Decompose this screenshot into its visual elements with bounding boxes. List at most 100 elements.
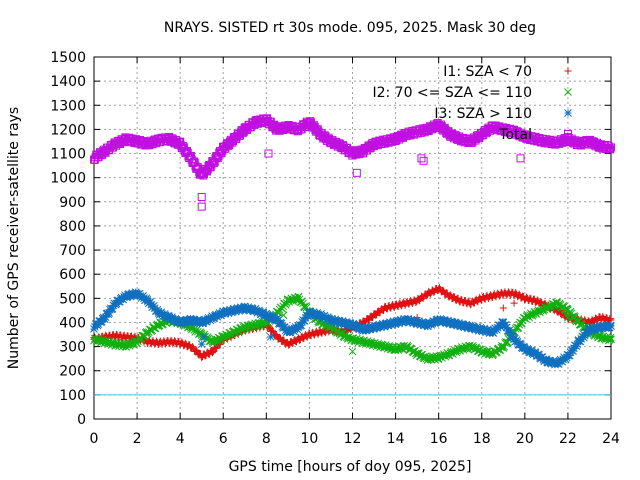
- data-point: [505, 326, 514, 335]
- series-3: [90, 114, 615, 211]
- x-tick-label: 10: [301, 431, 319, 447]
- data-point: [306, 307, 315, 316]
- y-tick-label: 1400: [50, 74, 86, 90]
- data-point: [373, 324, 382, 332]
- data-point: [371, 340, 380, 349]
- data-point: [300, 316, 309, 325]
- data-point: [366, 325, 375, 334]
- data-point: [428, 319, 437, 328]
- outlier-point: [510, 299, 518, 307]
- x-tick-label: 6: [219, 431, 228, 447]
- y-tick-label: 0: [77, 412, 86, 428]
- data-point: [465, 321, 474, 330]
- legend-label: I1: SZA < 70: [443, 64, 532, 80]
- x-tick-label: 16: [430, 431, 448, 447]
- data-point: [555, 299, 564, 308]
- data-point: [391, 320, 400, 328]
- data-point: [126, 292, 135, 301]
- outlier-point: [266, 333, 275, 341]
- series-layer: [90, 114, 615, 396]
- data-point: [286, 328, 295, 337]
- data-point: [413, 320, 421, 328]
- data-point: [545, 356, 554, 365]
- data-point: [320, 311, 329, 320]
- x-tick-label: 18: [473, 431, 491, 447]
- outlier-point: [348, 347, 357, 356]
- x-tick-label: 14: [387, 431, 405, 447]
- data-point: [199, 318, 208, 327]
- data-point: [139, 292, 147, 300]
- data-point: [265, 313, 273, 321]
- data-point: [431, 318, 440, 327]
- data-point: [213, 344, 221, 352]
- outlier-point: [419, 156, 428, 165]
- data-point: [569, 347, 577, 355]
- legend: I1: SZA < 70 I2: 70 <= SZA <= 110 I3: SZA …: [372, 64, 572, 143]
- data-point: [572, 342, 581, 351]
- data-point: [605, 335, 614, 344]
- data-point: [580, 333, 588, 342]
- y-tick-label: 700: [59, 243, 86, 259]
- legend-label: I3: SZA > 110: [434, 106, 532, 122]
- data-point: [522, 346, 531, 355]
- data-point: [142, 294, 151, 303]
- data-point: [502, 320, 510, 329]
- data-point: [221, 310, 229, 318]
- outlier-point: [352, 168, 361, 177]
- data-point: [298, 297, 306, 306]
- data-point: [314, 330, 322, 338]
- x-axis-label: GPS time [hours of doy 095, 2025]: [229, 459, 472, 475]
- data-point: [170, 316, 179, 325]
- data-point: [607, 322, 615, 330]
- outlier-point: [516, 154, 525, 163]
- legend-marker: [564, 130, 572, 138]
- data-point: [451, 318, 460, 327]
- data-point: [384, 321, 393, 330]
- data-point: [458, 320, 467, 328]
- data-point: [506, 328, 515, 337]
- x-tick-label: 4: [176, 431, 185, 447]
- data-point: [165, 313, 174, 322]
- data-point: [189, 343, 197, 351]
- data-point: [465, 341, 474, 350]
- axis-ticks: 0100200300400500600700800900100011001200…: [50, 50, 620, 447]
- outlier-point: [197, 340, 206, 349]
- data-point: [424, 322, 432, 331]
- y-tick-label: 300: [59, 340, 86, 356]
- data-point: [144, 329, 152, 338]
- plot-grid: [94, 57, 611, 419]
- y-tick-label: 900: [59, 195, 86, 211]
- data-point: [597, 323, 605, 331]
- data-point: [294, 292, 303, 301]
- x-tick-label: 22: [559, 431, 577, 447]
- series-2: [90, 288, 615, 369]
- data-point: [558, 357, 567, 366]
- data-point: [308, 311, 316, 319]
- legend-label: I2: 70 <= SZA <= 110: [372, 85, 532, 101]
- legend-marker: [564, 109, 572, 117]
- data-point: [91, 323, 99, 331]
- data-point: [131, 290, 139, 298]
- data-point: [388, 319, 397, 327]
- data-point: [547, 359, 556, 368]
- data-point: [150, 301, 158, 310]
- data-point: [128, 289, 137, 297]
- y-tick-label: 600: [59, 267, 86, 283]
- data-point: [222, 306, 231, 315]
- data-point: [193, 316, 202, 325]
- y-axis-label: Number of GPS receiver-satellite rays: [6, 107, 22, 369]
- y-tick-label: 400: [59, 315, 86, 331]
- outlier-point: [200, 333, 208, 341]
- data-point: [208, 349, 216, 357]
- data-point: [524, 345, 533, 354]
- x-tick-label: 8: [262, 431, 271, 447]
- data-point: [606, 145, 615, 154]
- outlier-point: [417, 154, 426, 163]
- data-point: [264, 323, 272, 331]
- data-point: [217, 311, 225, 320]
- data-point: [353, 322, 362, 330]
- data-point: [446, 291, 454, 299]
- data-point: [390, 304, 398, 312]
- data-point: [268, 326, 276, 334]
- data-point: [566, 307, 575, 316]
